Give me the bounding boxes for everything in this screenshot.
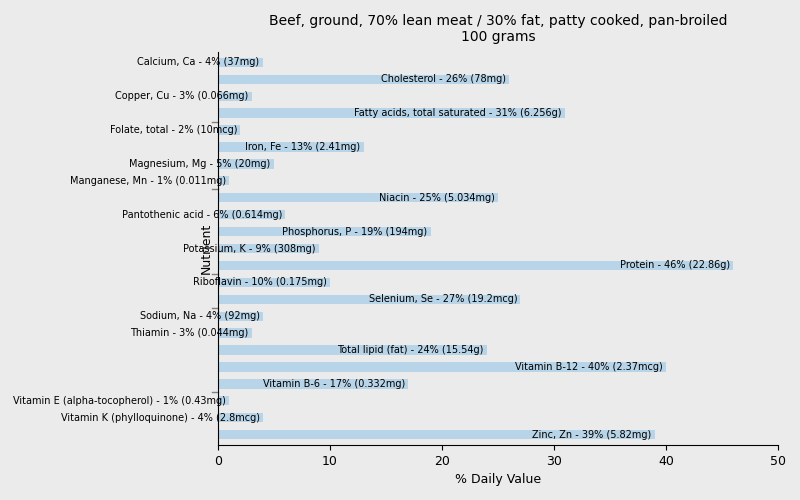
Text: Magnesium, Mg - 5% (20mg): Magnesium, Mg - 5% (20mg) [130,159,270,169]
Bar [218,210,286,220]
Bar [218,312,263,321]
Bar [218,227,431,236]
Text: Iron, Fe - 13% (2.41mg): Iron, Fe - 13% (2.41mg) [246,142,360,152]
Text: Calcium, Ca - 4% (37mg): Calcium, Ca - 4% (37mg) [138,58,259,68]
Bar [218,261,734,270]
Text: Cholesterol - 26% (78mg): Cholesterol - 26% (78mg) [381,74,506,85]
Text: Vitamin B-6 - 17% (0.332mg): Vitamin B-6 - 17% (0.332mg) [263,379,405,389]
Text: Selenium, Se - 27% (19.2mcg): Selenium, Se - 27% (19.2mcg) [369,294,517,304]
Y-axis label: Nutrient: Nutrient [199,223,213,274]
Text: Zinc, Zn - 39% (5.82mg): Zinc, Zn - 39% (5.82mg) [532,430,651,440]
Bar [218,74,510,84]
Bar [218,159,274,168]
Bar [218,278,330,287]
Bar [218,92,252,101]
Bar [218,108,566,118]
Text: Potassium, K - 9% (308mg): Potassium, K - 9% (308mg) [183,244,315,254]
Text: Riboflavin - 10% (0.175mg): Riboflavin - 10% (0.175mg) [193,278,326,287]
Text: Niacin - 25% (5.034mg): Niacin - 25% (5.034mg) [379,192,494,202]
Bar [218,328,252,338]
Bar [218,58,263,67]
Text: Pantothenic acid - 6% (0.614mg): Pantothenic acid - 6% (0.614mg) [122,210,282,220]
Bar [218,430,655,440]
Text: Fatty acids, total saturated - 31% (6.256g): Fatty acids, total saturated - 31% (6.25… [354,108,562,118]
Bar [218,380,409,388]
Text: Vitamin B-12 - 40% (2.37mcg): Vitamin B-12 - 40% (2.37mcg) [515,362,662,372]
Bar [218,346,487,354]
Bar [218,362,666,372]
Text: Vitamin K (phylloquinone) - 4% (2.8mcg): Vitamin K (phylloquinone) - 4% (2.8mcg) [61,413,259,423]
Bar [218,193,498,202]
X-axis label: % Daily Value: % Daily Value [455,473,541,486]
Text: Sodium, Na - 4% (92mg): Sodium, Na - 4% (92mg) [139,311,259,321]
Bar [218,176,230,186]
Text: Folate, total - 2% (10mcg): Folate, total - 2% (10mcg) [110,125,237,135]
Title: Beef, ground, 70% lean meat / 30% fat, patty cooked, pan-broiled
100 grams: Beef, ground, 70% lean meat / 30% fat, p… [269,14,727,44]
Text: Total lipid (fat) - 24% (15.54g): Total lipid (fat) - 24% (15.54g) [337,345,483,355]
Bar [218,413,263,422]
Bar [218,396,230,406]
Bar [218,142,364,152]
Bar [218,294,521,304]
Text: Vitamin E (alpha-tocopherol) - 1% (0.43mg): Vitamin E (alpha-tocopherol) - 1% (0.43m… [13,396,226,406]
Text: Phosphorus, P - 19% (194mg): Phosphorus, P - 19% (194mg) [282,226,427,236]
Text: Manganese, Mn - 1% (0.011mg): Manganese, Mn - 1% (0.011mg) [70,176,226,186]
Text: Copper, Cu - 3% (0.066mg): Copper, Cu - 3% (0.066mg) [115,91,248,101]
Bar [218,126,241,134]
Bar [218,244,319,253]
Text: Protein - 46% (22.86g): Protein - 46% (22.86g) [620,260,730,270]
Text: Thiamin - 3% (0.044mg): Thiamin - 3% (0.044mg) [130,328,248,338]
